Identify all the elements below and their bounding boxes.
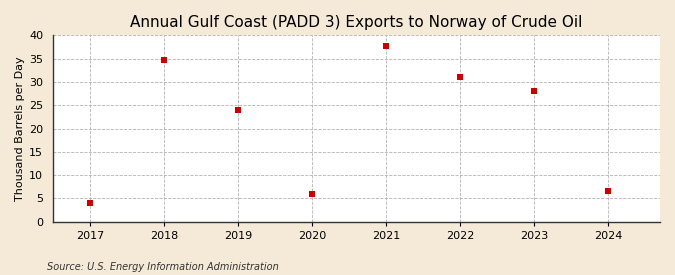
Title: Annual Gulf Coast (PADD 3) Exports to Norway of Crude Oil: Annual Gulf Coast (PADD 3) Exports to No… — [130, 15, 583, 30]
Y-axis label: Thousand Barrels per Day: Thousand Barrels per Day — [15, 56, 25, 201]
Text: Source: U.S. Energy Information Administration: Source: U.S. Energy Information Administ… — [47, 262, 279, 272]
